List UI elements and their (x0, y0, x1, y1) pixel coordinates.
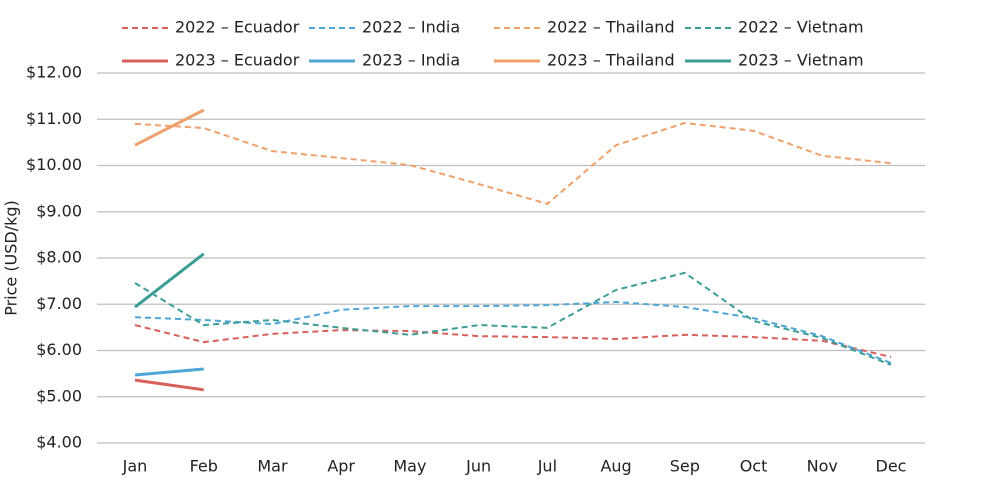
x-tick-label: Aug (600, 457, 631, 476)
y-tick-label: $7.00 (36, 294, 82, 313)
series-line (134, 252, 205, 309)
legend-label: 2022 – Vietnam (738, 18, 864, 37)
y-tick-label: $5.00 (36, 386, 82, 405)
legend-label: 2023 – Ecuador (175, 51, 300, 70)
x-tick-label: Oct (740, 457, 768, 476)
x-tick-label: Dec (876, 457, 907, 476)
series-line (134, 324, 892, 358)
x-tick-label: May (393, 457, 426, 476)
legend-label: 2022 – India (362, 18, 460, 37)
legend-label: 2023 – Thailand (547, 51, 675, 70)
legend-label: 2023 – India (362, 51, 460, 70)
series-line (134, 271, 892, 366)
x-tick-label: Mar (257, 457, 288, 476)
series-line (134, 378, 204, 392)
legend-label: 2022 – Thailand (547, 18, 675, 37)
series-line (134, 121, 892, 205)
y-tick-label: $8.00 (36, 248, 82, 267)
x-tick-label: Sep (670, 457, 700, 476)
x-tick-label: Apr (327, 457, 355, 476)
legend-label: 2022 – Ecuador (175, 18, 300, 37)
y-axis-label: Price (USD/kg) (2, 200, 21, 316)
series-line (134, 300, 892, 364)
x-tick-label: Feb (190, 457, 218, 476)
series-line (134, 367, 204, 377)
y-tick-label: $11.00 (26, 109, 82, 128)
y-tick-label: $12.00 (26, 63, 82, 82)
x-tick-label: Jun (465, 457, 491, 476)
y-tick-label: $6.00 (36, 340, 82, 359)
x-tick-label: Jul (537, 457, 557, 476)
series-line (134, 108, 205, 147)
y-tick-label: $9.00 (36, 201, 82, 220)
x-tick-label: Nov (807, 457, 838, 476)
y-tick-label: $10.00 (26, 155, 82, 174)
y-tick-label: $4.00 (36, 433, 82, 452)
legend-label: 2023 – Vietnam (738, 51, 864, 70)
x-tick-label: Jan (122, 457, 148, 476)
